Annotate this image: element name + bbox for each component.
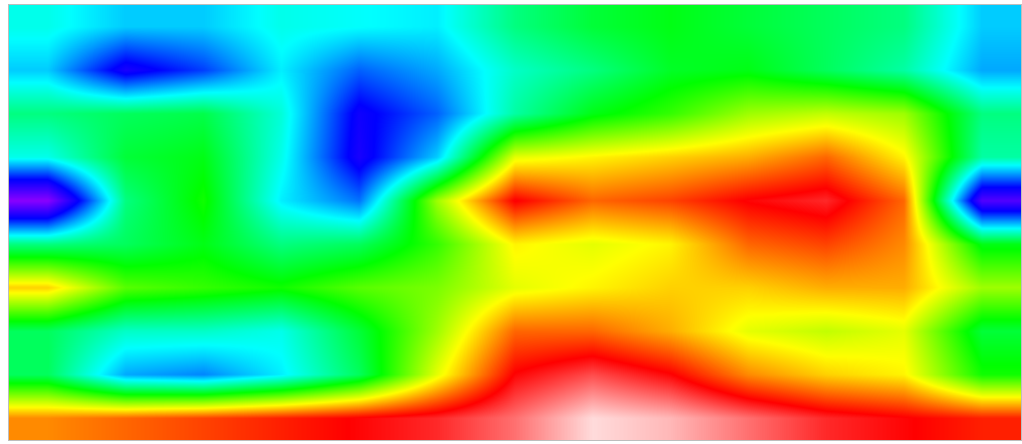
heatmap-image — [9, 5, 1021, 440]
heatmap-plot-area — [8, 4, 1022, 441]
